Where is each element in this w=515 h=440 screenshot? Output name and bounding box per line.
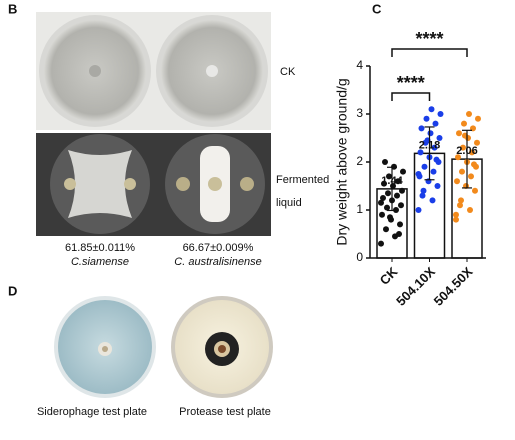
data-point — [458, 197, 464, 204]
caption: 61.85±0.011% — [65, 242, 135, 254]
data-point — [467, 207, 473, 213]
y-tick-label: 0 — [356, 250, 363, 264]
data-point — [468, 173, 474, 180]
data-point — [381, 180, 387, 187]
data-point — [453, 211, 459, 218]
significance-label: **** — [415, 29, 443, 49]
data-point — [459, 168, 465, 175]
caption: Protease test plate — [179, 406, 271, 418]
data-point — [382, 159, 388, 165]
panel-label: C — [372, 1, 382, 16]
data-point — [415, 171, 422, 177]
data-point — [466, 111, 472, 117]
data-point — [425, 178, 432, 185]
data-point — [400, 168, 406, 175]
data-point — [427, 130, 434, 137]
data-point — [396, 231, 402, 237]
data-point — [454, 178, 460, 185]
value-label: 2.06 — [456, 145, 477, 157]
data-point — [437, 111, 444, 117]
data-point — [453, 216, 459, 223]
data-point — [386, 173, 392, 180]
y-axis-label: Dry weight above ground/g — [334, 78, 350, 245]
data-point — [378, 240, 384, 247]
data-point — [378, 199, 384, 206]
data-point — [461, 120, 467, 127]
data-point — [474, 139, 480, 146]
data-point — [419, 192, 426, 199]
plates-photo — [36, 12, 271, 236]
data-point — [472, 187, 478, 194]
data-point — [415, 207, 422, 213]
data-point — [417, 149, 424, 156]
data-point — [399, 187, 405, 194]
data-point — [421, 163, 428, 170]
data-point — [380, 195, 386, 201]
data-point — [436, 135, 443, 141]
row-label: Fermented — [276, 174, 329, 186]
data-point — [385, 190, 391, 197]
data-point — [395, 178, 401, 185]
data-point — [398, 202, 404, 209]
data-point — [455, 154, 461, 161]
bar-chart: 0 1 2 3 4 Dry weight above ground/g 1.44 CK 2.18… — [334, 29, 486, 309]
y-tick-label: 3 — [356, 106, 363, 120]
significance-bracket — [391, 48, 468, 57]
data-point — [457, 202, 463, 209]
data-point — [434, 183, 441, 189]
assay-photo — [54, 296, 273, 398]
y-tick-label: 1 — [356, 202, 363, 216]
data-point — [384, 204, 390, 211]
x-tick-label: 504.50X — [431, 264, 476, 309]
data-point — [428, 106, 435, 113]
x-tick-label: CK — [377, 264, 401, 288]
data-point — [433, 156, 440, 163]
y-tick-label: 4 — [356, 58, 363, 72]
data-point — [475, 115, 481, 122]
data-point — [429, 197, 436, 204]
data-point — [460, 144, 466, 151]
data-point — [394, 192, 400, 199]
data-point — [431, 144, 438, 151]
data-point — [471, 161, 477, 168]
data-point — [420, 187, 427, 194]
y-tick-label: 2 — [356, 154, 363, 168]
caption: C.siamense — [71, 256, 129, 268]
value-label: 2.18 — [419, 139, 440, 151]
row-label: CK — [280, 66, 296, 78]
data-point — [379, 211, 385, 218]
panel-label: D — [8, 283, 17, 298]
data-point — [418, 125, 425, 132]
data-point — [469, 149, 475, 156]
data-point — [397, 221, 403, 228]
value-label: 1.44 — [381, 175, 403, 187]
data-point — [456, 130, 462, 137]
significance-label: **** — [397, 73, 425, 93]
row-label: liquid — [276, 197, 302, 209]
x-tick-label: 504.10X — [393, 264, 438, 309]
data-point — [423, 115, 430, 122]
caption: 66.67±0.009% — [183, 242, 254, 254]
data-point — [432, 120, 439, 127]
data-point — [430, 168, 437, 175]
significance-bracket — [391, 92, 431, 101]
caption: C. australisinense — [174, 256, 261, 268]
panel-label: B — [8, 1, 17, 16]
caption: Siderophage test plate — [37, 406, 147, 418]
data-point — [383, 226, 389, 233]
data-point — [387, 214, 393, 221]
